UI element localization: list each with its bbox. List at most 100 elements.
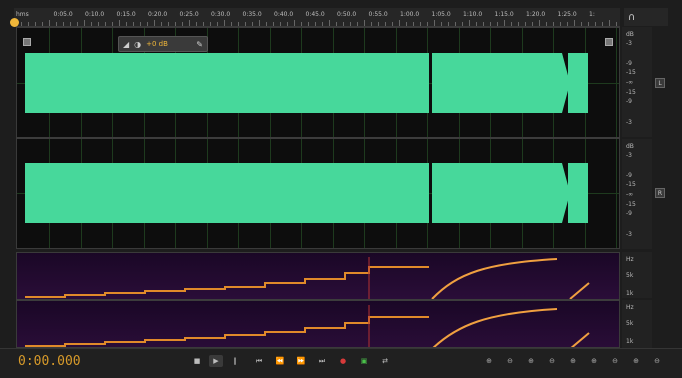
ruler-time-label: hms [16, 11, 29, 18]
ruler-tick [294, 20, 295, 26]
zoom-in-amplitude-button[interactable]: ⊕ [486, 357, 492, 365]
zoom-in-full-button[interactable]: ⊕ [633, 357, 639, 365]
db-scale-label: -15 [626, 181, 636, 188]
ruler-time-label: 1:25.0 [557, 11, 577, 18]
ruler-tick [133, 22, 134, 26]
clip-indicator-left[interactable] [23, 38, 31, 46]
ruler-tick [427, 22, 428, 26]
zoom-out-time-button[interactable]: ⊖ [549, 357, 555, 365]
ruler-tick [567, 22, 568, 26]
headphones-icon[interactable]: ∩ [628, 11, 636, 23]
channel-enable-right[interactable]: R [655, 188, 665, 198]
ruler-tick [105, 22, 106, 26]
ruler-time-label: 0:20.0 [148, 11, 168, 18]
ruler-tick [84, 20, 85, 26]
playhead-handle[interactable] [10, 18, 19, 27]
ruler-tick [392, 22, 393, 26]
db-scale-label: -3 [626, 119, 632, 126]
ruler-tick [476, 22, 477, 26]
go-to-end-button[interactable]: ⏭ [318, 356, 326, 365]
ruler-tick [343, 22, 344, 26]
ruler-time-label: 0:15.0 [116, 11, 136, 18]
skip-selection-button[interactable]: ⇄ [382, 357, 388, 365]
pause-button[interactable]: ‖ [233, 357, 237, 365]
ruler-tick [546, 22, 547, 26]
current-time-display[interactable]: 0:00.000 [18, 354, 81, 369]
ruler-tick [301, 22, 302, 26]
ruler-tick [168, 22, 169, 26]
ruler-tick [595, 22, 596, 26]
time-ruler[interactable]: hms 0:05.0 0:10.0 0:15.0 0:20.0 0:25.0 0:30.0 0… [14, 8, 620, 27]
volume-hud[interactable]: ◢ ◑ +0 dB ✎ [118, 36, 208, 52]
ruler-time-label: 0:35.0 [242, 11, 262, 18]
zoom-in-time-button[interactable]: ⊕ [528, 357, 534, 365]
headphone-monitor-area: ∩ [624, 8, 668, 26]
ruler-tick [63, 22, 64, 26]
waveform-segment [568, 163, 588, 223]
db-ruler-bottom: dB -3 -9 -15 -∞ -15 -9 -3 [622, 139, 652, 249]
pin-icon[interactable]: ✎ [196, 39, 203, 49]
volume-value[interactable]: +0 dB [146, 40, 168, 48]
record-button[interactable]: ● [339, 357, 347, 365]
ruler-tick [231, 22, 232, 26]
clip-indicator-right[interactable] [605, 38, 613, 46]
zoom-in-at-start-button[interactable]: ⊕ [570, 357, 576, 365]
ruler-time-label: 1:05.0 [431, 11, 451, 18]
ruler-time-label: 0:50.0 [337, 11, 357, 18]
zoom-in-at-end-button[interactable]: ⊕ [591, 357, 597, 365]
fast-forward-button[interactable]: ⏩ [296, 357, 306, 365]
stop-button[interactable]: ■ [193, 357, 201, 365]
go-to-start-button[interactable]: ⏮ [255, 356, 263, 365]
ruler-tick [147, 22, 148, 26]
zoom-out-full-button[interactable]: ⊖ [654, 357, 660, 365]
db-scale-label: -9 [626, 172, 632, 179]
hz-scale-label: 5k [626, 272, 634, 279]
zoom-selection-button[interactable]: ⊖ [612, 357, 618, 365]
waveform-segment [568, 53, 588, 113]
ruler-tick [448, 22, 449, 26]
spectral-channel-divider[interactable] [16, 299, 620, 301]
ruler-tick [245, 22, 246, 26]
loop-playback-button[interactable]: ▣ [360, 357, 368, 365]
waveform-taper [562, 163, 570, 223]
ruler-tick [406, 22, 407, 26]
hz-scale-label: Hz [626, 304, 634, 311]
ruler-tick [259, 20, 260, 26]
ruler-tick [252, 22, 253, 26]
ruler-tick [154, 20, 155, 26]
ruler-tick [602, 22, 603, 26]
waveform-segment [432, 53, 562, 113]
ruler-tick [462, 22, 463, 26]
ruler-tick [70, 22, 71, 26]
ruler-tick [518, 22, 519, 26]
ruler-tick [196, 22, 197, 26]
ruler-tick [56, 22, 57, 26]
ruler-tick [378, 22, 379, 26]
channel-divider[interactable] [16, 137, 620, 139]
ruler-tick [420, 22, 421, 26]
ruler-tick [441, 22, 442, 26]
ruler-tick [91, 22, 92, 26]
ruler-tick [490, 22, 491, 26]
rewind-button[interactable]: ⏪ [275, 357, 285, 365]
fade-icon[interactable]: ◢ [123, 39, 130, 49]
ruler-time-label: 1:20.0 [526, 11, 546, 18]
ruler-time-label: 1: [589, 11, 595, 18]
ruler-tick [112, 22, 113, 26]
zoom-out-amplitude-button[interactable]: ⊖ [507, 357, 513, 365]
ruler-tick [224, 20, 225, 26]
ruler-tick [28, 22, 29, 26]
db-scale-label: -9 [626, 210, 632, 217]
hz-scale-label: 1k [626, 338, 634, 345]
play-button[interactable]: ▶ [209, 355, 223, 367]
channel-enable-left[interactable]: L [655, 78, 665, 88]
ruler-tick [385, 22, 386, 26]
ruler-time-label: 1:10.0 [463, 11, 483, 18]
ruler-tick [525, 22, 526, 26]
ruler-tick [350, 22, 351, 26]
spectrogram-graphic [17, 253, 619, 347]
ruler-tick [35, 22, 36, 26]
db-scale-label: -9 [626, 60, 632, 67]
pan-knob-icon[interactable]: ◑ [134, 39, 142, 49]
ruler-tick [588, 22, 589, 26]
